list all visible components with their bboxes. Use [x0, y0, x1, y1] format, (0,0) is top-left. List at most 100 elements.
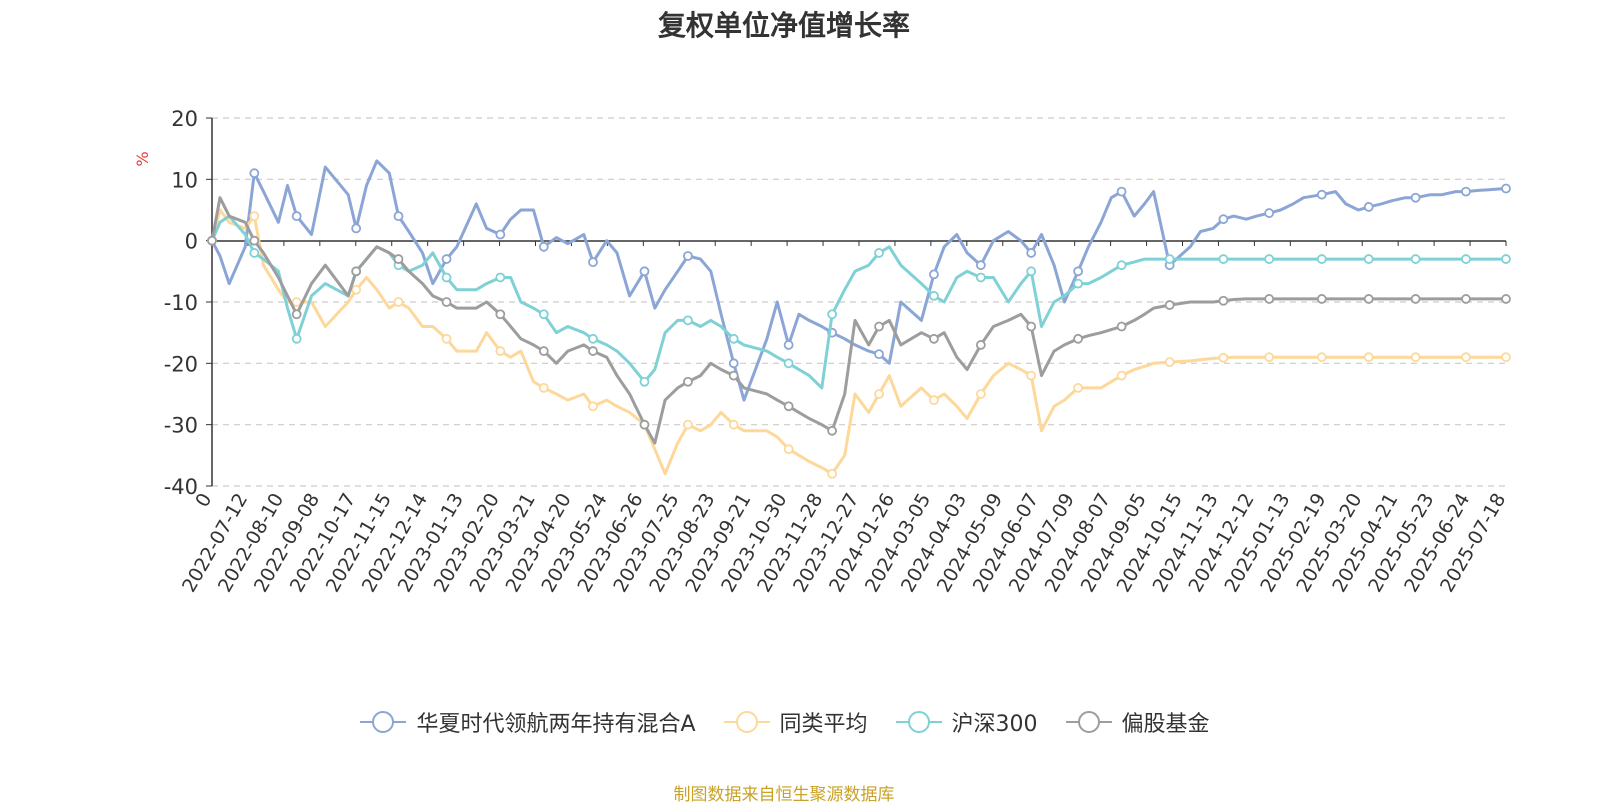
series-line [210, 196, 1508, 445]
legend-label: 华夏时代领航两年持有混合A [416, 712, 696, 737]
series-point [1026, 321, 1037, 332]
series-point [1073, 382, 1083, 393]
y-tick-label: -40 [164, 475, 198, 499]
series-point [1461, 352, 1471, 363]
y-axis-unit: % [133, 151, 152, 166]
series-point [495, 309, 506, 320]
legend-marker-icon [895, 711, 942, 733]
series-point [495, 272, 506, 283]
legend-item[interactable]: 偏股基金 [1064, 706, 1210, 738]
x-tick-label: 0 [191, 490, 216, 511]
series-point [929, 269, 939, 280]
series-point [1264, 254, 1275, 264]
legend: 华夏时代领航两年持有混合A 同类平均 沪深300 偏股基金 [0, 706, 1568, 738]
series-point [1073, 333, 1083, 344]
series-point [1164, 357, 1175, 368]
series-point [207, 235, 217, 246]
source-note: 制图数据来自恒生聚源数据库 [673, 785, 895, 805]
series-lines [207, 159, 1511, 479]
series-point [783, 340, 794, 350]
y-tick-label: 0 [185, 230, 198, 254]
series-point [929, 395, 939, 406]
series-point [249, 168, 260, 179]
series-point [1026, 248, 1037, 258]
series-point [441, 272, 452, 283]
series-point [1026, 266, 1037, 277]
series-point [1026, 370, 1037, 381]
legend-label: 偏股基金 [1121, 712, 1210, 737]
series-point [1363, 294, 1374, 304]
series-point [1501, 352, 1511, 363]
series-point [1501, 183, 1511, 194]
legend-item[interactable]: 华夏时代领航两年持有混合A [358, 706, 696, 738]
series-line [210, 159, 1508, 402]
series-point [393, 297, 404, 307]
series-line [210, 208, 1508, 476]
series-point [291, 333, 302, 344]
series-point [441, 297, 452, 307]
axis-labels: 20100-10-20-30-40%02022-07-122022-08-102… [133, 107, 1510, 596]
series-point [351, 223, 362, 234]
chart-title: 复权单位净值增长率 [657, 9, 910, 42]
series-point [538, 309, 549, 320]
series-point [351, 284, 362, 295]
series-point [1410, 192, 1421, 203]
y-tick-label: 20 [171, 107, 198, 131]
series-point [1316, 294, 1327, 304]
series-point [538, 241, 549, 252]
series-point [639, 266, 650, 277]
series-point [683, 251, 693, 261]
y-tick-label: -30 [164, 414, 198, 438]
series-point [683, 419, 693, 430]
series-point [1116, 260, 1127, 271]
series-point [1164, 300, 1175, 310]
legend-label: 同类平均 [779, 712, 868, 737]
series-point [728, 370, 739, 381]
series-point [929, 290, 939, 301]
series-point [1410, 352, 1421, 363]
series-line [210, 214, 1508, 390]
series-point [351, 266, 362, 277]
legend-label: 沪深300 [951, 712, 1038, 737]
series-point [1363, 202, 1374, 212]
series-point [728, 419, 739, 430]
series-point [291, 297, 302, 307]
series-point [291, 211, 302, 222]
series-point [1218, 254, 1229, 264]
grid-lines [212, 117, 1506, 487]
series-point [441, 333, 452, 344]
y-tick-label: 10 [171, 168, 198, 192]
legend-item[interactable]: 沪深300 [894, 706, 1038, 738]
series-point [588, 333, 598, 344]
series-point [874, 349, 884, 360]
series-point [1073, 278, 1083, 289]
series-point [1461, 186, 1471, 197]
series-point [588, 346, 598, 356]
series-point [874, 321, 884, 332]
series-point [291, 309, 302, 320]
series-point [393, 211, 404, 222]
series-point [975, 260, 986, 271]
series-point [393, 254, 404, 264]
series-point [1116, 370, 1127, 381]
series-point [1264, 294, 1275, 304]
series-point [639, 419, 650, 430]
series-point [588, 401, 598, 412]
series-point [441, 254, 452, 264]
series-point [1410, 254, 1421, 264]
series-point [783, 358, 794, 369]
legend-marker-icon [360, 711, 407, 733]
series-point [874, 248, 884, 258]
series-point [1116, 321, 1127, 332]
y-tick-label: -20 [164, 352, 198, 376]
legend-item[interactable]: 同类平均 [722, 706, 868, 738]
series-point [827, 468, 838, 479]
series-point [639, 376, 650, 387]
series-point [1264, 208, 1275, 218]
series-point [1461, 294, 1471, 304]
series-point [1218, 295, 1229, 306]
series-point [588, 257, 598, 268]
series-point [1363, 352, 1374, 363]
series-point [1218, 352, 1229, 363]
